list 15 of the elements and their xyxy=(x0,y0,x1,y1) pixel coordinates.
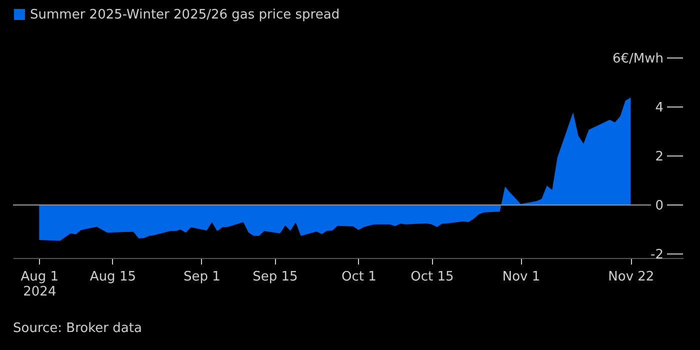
y-tick-label: 6€/Mwh xyxy=(612,52,664,66)
x-tick-label: Oct 1 xyxy=(342,270,376,284)
x-tick-label: Nov 1 xyxy=(502,270,540,284)
source-note: Source: Broker data xyxy=(13,321,142,336)
y-tick-label: -2 xyxy=(650,248,664,262)
legend-label: Summer 2025-Winter 2025/26 gas price spread xyxy=(30,8,340,22)
x-tick-label: Nov 22 xyxy=(608,270,654,284)
x-tick-label: Sep 15 xyxy=(252,270,298,284)
y-tick-label: 4 xyxy=(655,100,664,116)
x-tick-label: Sep 1 xyxy=(183,270,220,284)
x-tick-label: Aug 15 xyxy=(90,270,136,284)
x-tick-label: Oct 15 xyxy=(410,270,454,284)
y-tick-label: 0 xyxy=(655,198,664,214)
y-tick-label: 2 xyxy=(655,150,664,164)
x-tick-label: Aug 1 2024 xyxy=(20,270,59,300)
